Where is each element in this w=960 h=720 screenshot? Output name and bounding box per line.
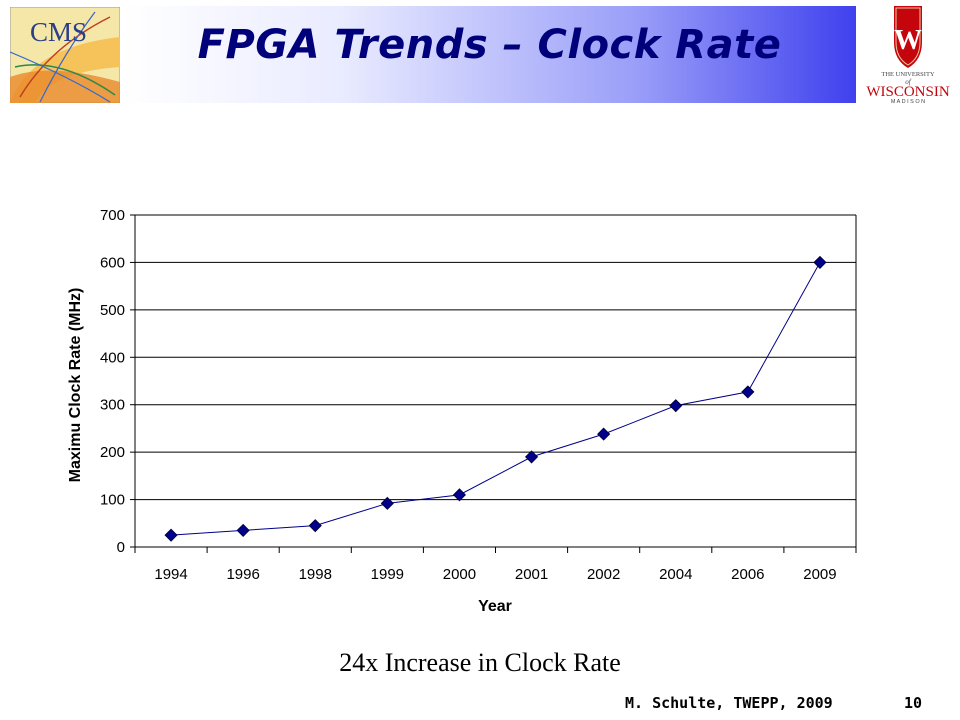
cms-logo: CMS	[10, 7, 120, 103]
x-tick-label: 2000	[443, 566, 476, 583]
data-point-marker	[236, 523, 250, 537]
y-tick-label: 200	[100, 444, 125, 461]
x-tick-label: 2002	[587, 566, 620, 583]
y-tick-label: 400	[100, 349, 125, 366]
data-point-marker	[741, 385, 755, 399]
university-of-wisconsin-logo: W THE UNIVERSITY of WISCONSIN M A D I S …	[856, 2, 960, 104]
slide-title: FPGA Trends – Clock Rate	[197, 22, 782, 68]
y-tick-label: 500	[100, 302, 125, 319]
y-tick-label: 300	[100, 397, 125, 414]
page-number: 10	[904, 694, 923, 712]
svg-text:W: W	[894, 25, 922, 56]
x-tick-label: 2001	[515, 566, 548, 583]
svg-text:of: of	[905, 78, 912, 86]
series-line	[171, 262, 821, 536]
x-axis-title: Year	[478, 598, 512, 615]
x-tick-label: 2009	[803, 566, 836, 583]
title-banner	[122, 6, 857, 103]
data-point-marker	[813, 255, 827, 269]
x-tick-label: 1999	[371, 566, 404, 583]
data-point-marker	[524, 450, 539, 464]
data-point-marker	[597, 427, 611, 441]
svg-text:CMS: CMS	[30, 17, 87, 47]
series-clock-rate	[164, 255, 827, 542]
data-point-marker	[669, 399, 683, 413]
svg-text:WISCONSIN: WISCONSIN	[866, 84, 950, 100]
y-axis-title: Maximu Clock Rate (MHz)	[67, 288, 84, 483]
svg-text:M A D I S O N: M A D I S O N	[891, 99, 925, 104]
svg-text:THE UNIVERSITY: THE UNIVERSITY	[881, 71, 935, 78]
x-tick-label: 1994	[154, 566, 187, 583]
gridlines	[135, 214, 857, 547]
x-tick-label: 2004	[659, 566, 692, 583]
slide-caption: 24x Increase in Clock Rate	[339, 648, 621, 677]
footer-citation: M. Schulte, TWEPP, 2009	[625, 694, 833, 712]
x-tick-label: 2006	[731, 566, 764, 583]
y-tick-label: 600	[100, 254, 125, 271]
data-point-marker	[308, 519, 322, 533]
y-tick-label: 0	[117, 539, 125, 556]
y-tick-label: 700	[100, 207, 125, 224]
x-tick-label: 1998	[299, 566, 332, 583]
data-point-marker	[452, 488, 467, 502]
y-tick-label: 100	[100, 492, 125, 509]
data-point-marker	[164, 528, 178, 542]
x-tick-label: 1996	[226, 566, 259, 583]
axes: 0 100 200 300 400 500 600 700 1994 1996 1998 1999 20…	[100, 207, 857, 583]
data-point-marker	[380, 496, 394, 510]
